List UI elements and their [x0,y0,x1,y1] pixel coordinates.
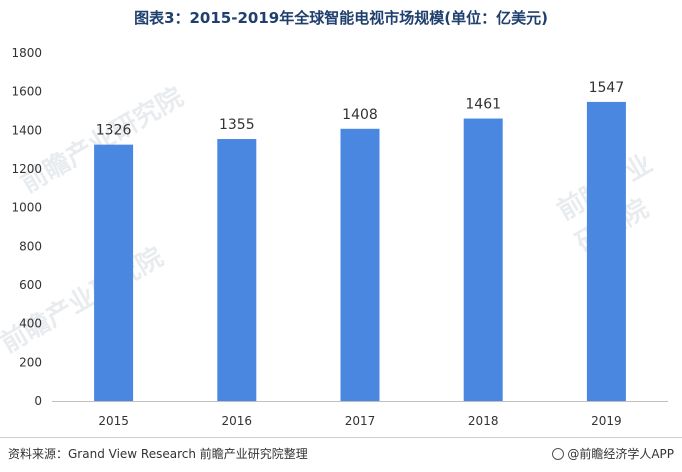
y-tick-label: 1000 [11,201,42,215]
y-tick-label: 1600 [11,85,42,99]
y-tick-label: 1800 [11,46,42,60]
footer-divider [0,437,682,438]
y-axis: 0 200 400 600 800 1000 1200 1400 1600 1800 [11,46,42,408]
y-tick-label: 1200 [11,162,42,176]
y-tick-label: 800 [19,239,42,253]
bar-2017 [340,128,380,401]
bar-2015 [94,144,134,401]
x-tick-label-2017: 2017 [345,414,376,428]
y-tick-label: 200 [19,355,42,369]
bars [94,101,626,402]
data-label-2017: 1408 [342,107,378,123]
data-label-2016: 1355 [219,117,255,133]
source-note: 资料来源：Grand View Research 前瞻产业研究院整理 [8,447,308,461]
y-tick-label: 0 [34,394,42,408]
y-tick-label: 1400 [11,123,42,137]
x-axis: 2015 2016 2017 2018 2019 [52,401,668,428]
bar-2018 [463,118,503,401]
brand-credit: @前瞻经济学人APP [552,445,674,462]
chart-title: 图表3：2015-2019年全球智能电视市场规模(单位：亿美元) [134,9,548,27]
x-tick-label-2018: 2018 [468,414,499,428]
x-tick-label-2016: 2016 [222,414,253,428]
bar-2016 [217,139,257,402]
x-tick-label-2015: 2015 [98,414,129,428]
y-tick-label: 600 [19,278,42,292]
x-tick-label-2019: 2019 [591,414,622,428]
brand-text: @前瞻经济学人APP [567,447,674,461]
data-label-2018: 1461 [465,97,501,113]
data-labels: 1326 1355 1408 1461 1547 [96,80,624,139]
bar-2019 [586,101,626,401]
data-label-2015: 1326 [96,123,132,139]
qianzhan-logo-icon [552,448,565,460]
data-label-2019: 1547 [589,80,625,96]
y-tick-label: 400 [19,317,42,331]
